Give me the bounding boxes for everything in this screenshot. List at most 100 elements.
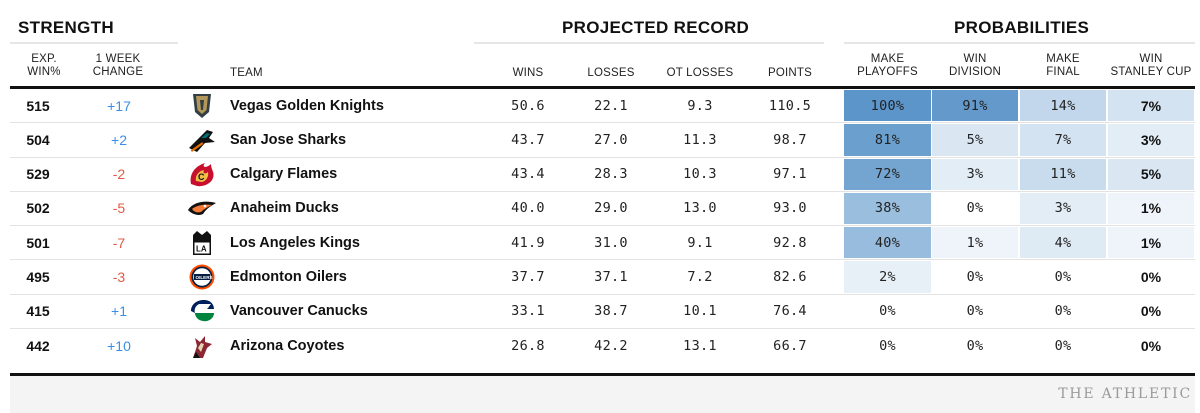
win-stanley-cup-value: 7%: [1108, 90, 1194, 122]
week-change-value: -3: [112, 268, 126, 285]
header-rule: [10, 86, 1195, 89]
wins-value: 41.9: [511, 234, 545, 251]
week-change-value: +17: [107, 97, 131, 114]
points-value: 93.0: [773, 200, 807, 217]
svg-text:C: C: [198, 172, 205, 182]
divider: [844, 42, 1195, 44]
exp-win-value: 415: [26, 303, 50, 320]
table-row: 529 -2 C Calgary Flames 43.4 28.3 10.3 97.1 72% 3…: [10, 158, 1195, 192]
col-1week-change: 1 WEEK CHANGE: [92, 53, 144, 78]
make-playoffs-value: 100%: [844, 90, 931, 122]
win-stanley-cup-value: 1%: [1108, 192, 1194, 224]
points-value: 76.4: [773, 303, 807, 320]
table-row: 415 +1 Vancouver Canucks 33.1 38.7 10.1 76.4 0%…: [10, 295, 1195, 329]
ot-losses-value: 9.1: [687, 234, 713, 251]
week-change-value: +10: [107, 337, 131, 354]
win-stanley-cup-value: 1%: [1108, 227, 1194, 259]
table-row: 442 +10 Arizona Coyotes 26.8 42.2 13.1 66.7 0% 0…: [10, 329, 1195, 363]
exp-win-value: 501: [26, 234, 50, 251]
col-team: TEAM: [230, 67, 263, 79]
win-division-value: 0%: [966, 200, 984, 217]
projection-table: STRENGTH PROJECTED RECORD PROBABILITIES …: [10, 0, 1195, 413]
make-playoffs-value: 0%: [879, 337, 896, 354]
publisher-wordmark: THE ATHLETIC: [1058, 386, 1192, 402]
ot-losses-value: 11.3: [683, 131, 717, 148]
win-stanley-cup-value: 5%: [1108, 158, 1194, 190]
table-row: 502 -5 Anaheim Ducks 40.0 29.0 13.0 93.0 38% 0% 3…: [10, 192, 1195, 226]
win-stanley-cup-value: 0%: [1140, 268, 1162, 285]
points-value: 98.7: [773, 131, 807, 148]
win-stanley-cup-value: 3%: [1108, 124, 1194, 156]
make-playoffs-value: 72%: [844, 158, 931, 190]
anaheim-ducks-logo-icon: [182, 192, 222, 225]
wins-value: 37.7: [511, 268, 545, 285]
ot-losses-value: 7.2: [687, 268, 713, 285]
losses-value: 42.2: [594, 337, 628, 354]
make-playoffs-value: 38%: [844, 192, 931, 224]
exp-win-value: 504: [26, 131, 50, 148]
points-value: 66.7: [773, 337, 807, 354]
team-name: Edmonton Oilers: [230, 268, 347, 285]
col-make-final: MAKE FINAL: [1046, 53, 1080, 78]
win-division-value: 91%: [932, 90, 1018, 122]
exp-win-value: 529: [26, 166, 50, 183]
team-name: Calgary Flames: [230, 166, 338, 183]
wins-value: 43.7: [511, 131, 545, 148]
divider: [10, 42, 178, 44]
table-body: 515 +17 Vegas Golden Knights 50.6 22.1 9.3 110…: [10, 89, 1195, 363]
make-playoffs-value: 81%: [844, 124, 931, 156]
col-win-stanley-cup: WIN STANLEY CUP: [1110, 53, 1192, 78]
week-change-value: +1: [111, 303, 127, 320]
wins-value: 43.4: [511, 166, 545, 183]
col-win-division: WIN DIVISION: [948, 53, 1002, 78]
losses-value: 22.1: [594, 97, 628, 114]
points-value: 97.1: [773, 166, 807, 183]
team-name: Vegas Golden Knights: [230, 97, 384, 114]
make-final-value: 11%: [1020, 158, 1106, 190]
losses-value: 31.0: [594, 234, 628, 251]
los-angeles-kings-logo-icon: LA: [182, 226, 222, 259]
vancouver-canucks-logo-icon: [182, 295, 222, 328]
edmonton-oilers-logo-icon: OILERS: [182, 260, 222, 293]
points-value: 92.8: [773, 234, 807, 251]
week-change-value: -2: [112, 166, 126, 183]
week-change-value: -5: [112, 200, 126, 217]
team-name: Vancouver Canucks: [230, 303, 368, 320]
col-make-playoffs: MAKE PLAYOFFS: [857, 53, 918, 78]
win-division-value: 0%: [966, 337, 984, 354]
ot-losses-value: 10.1: [683, 303, 717, 320]
table-row: 515 +17 Vegas Golden Knights 50.6 22.1 9.3 110…: [10, 89, 1195, 124]
wins-value: 26.8: [511, 337, 545, 354]
group-projected-record: PROJECTED RECORD: [562, 18, 750, 37]
team-name: Arizona Coyotes: [230, 337, 345, 354]
exp-win-value: 442: [26, 337, 50, 354]
table-row: 504 +2 San Jose Sharks 43.7 27.0 11.3 98.7 81% 5…: [10, 123, 1195, 158]
bottom-rule: [10, 373, 1195, 376]
make-playoffs-value: 2%: [844, 261, 931, 293]
team-name: Los Angeles Kings: [230, 234, 360, 251]
losses-value: 27.0: [594, 131, 628, 148]
make-final-value: 0%: [1054, 303, 1072, 320]
make-final-value: 4%: [1020, 227, 1106, 259]
points-value: 110.5: [768, 97, 812, 114]
win-division-value: 0%: [966, 268, 984, 285]
make-final-value: 0%: [1054, 337, 1072, 354]
win-division-value: 3%: [932, 158, 1018, 190]
san-jose-sharks-logo-icon: [182, 123, 222, 156]
footer-band: [10, 376, 1195, 413]
table-row: 495 -3 OILERS Edmonton Oilers 37.7 37.1 7.2 82.…: [10, 260, 1195, 295]
win-division-value: 0%: [966, 303, 984, 320]
make-final-value: 0%: [1054, 268, 1072, 285]
col-points: POINTS: [767, 67, 812, 79]
make-playoffs-value: 0%: [879, 303, 896, 320]
win-division-value: 1%: [932, 227, 1018, 259]
col-wins: WINS: [512, 67, 544, 79]
losses-value: 37.1: [594, 268, 628, 285]
table-row: 501 -7 LA Los Angeles Kings 41.9 31.0 9.1 92.8 4…: [10, 226, 1195, 261]
col-losses: LOSSES: [587, 67, 635, 79]
exp-win-value: 495: [26, 268, 50, 285]
points-value: 82.6: [773, 268, 807, 285]
wins-value: 33.1: [511, 303, 545, 320]
svg-text:LA: LA: [196, 244, 207, 253]
make-final-value: 3%: [1020, 192, 1106, 224]
